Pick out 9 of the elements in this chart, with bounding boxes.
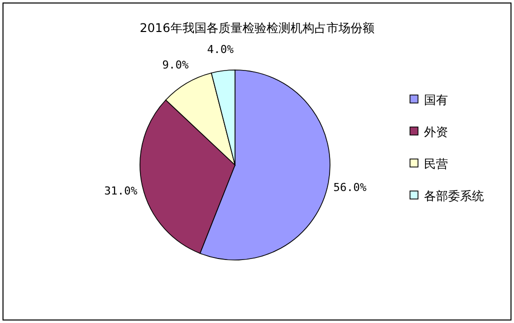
chart-title: 2016年我国各质量检验检测机构占市场份额 xyxy=(140,21,374,35)
data-label: 9.0% xyxy=(162,58,190,72)
data-label: 31.0% xyxy=(104,184,138,198)
legend-label: 民营 xyxy=(424,157,448,171)
data-label: 56.0% xyxy=(333,180,367,194)
data-label: 4.0% xyxy=(207,42,234,56)
legend-label: 国有 xyxy=(424,93,448,107)
legend-label: 各部委系统 xyxy=(424,189,484,203)
legend-label: 外资 xyxy=(424,125,448,139)
